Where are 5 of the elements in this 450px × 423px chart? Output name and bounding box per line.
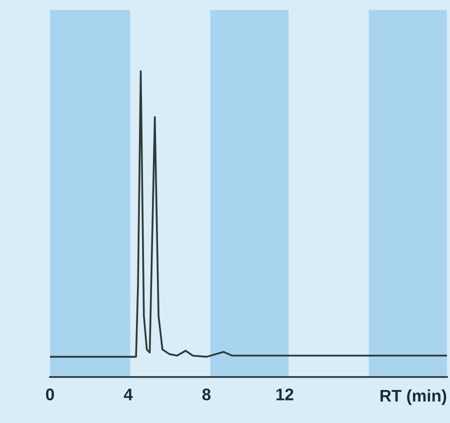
x-tick-label: 8 (202, 388, 211, 400)
x-tick-label: 4 (124, 388, 133, 400)
x-tick-label: 0 (46, 388, 54, 400)
x-axis-title: RT (min) (380, 389, 446, 405)
x-tick-label: 12 (276, 388, 294, 400)
